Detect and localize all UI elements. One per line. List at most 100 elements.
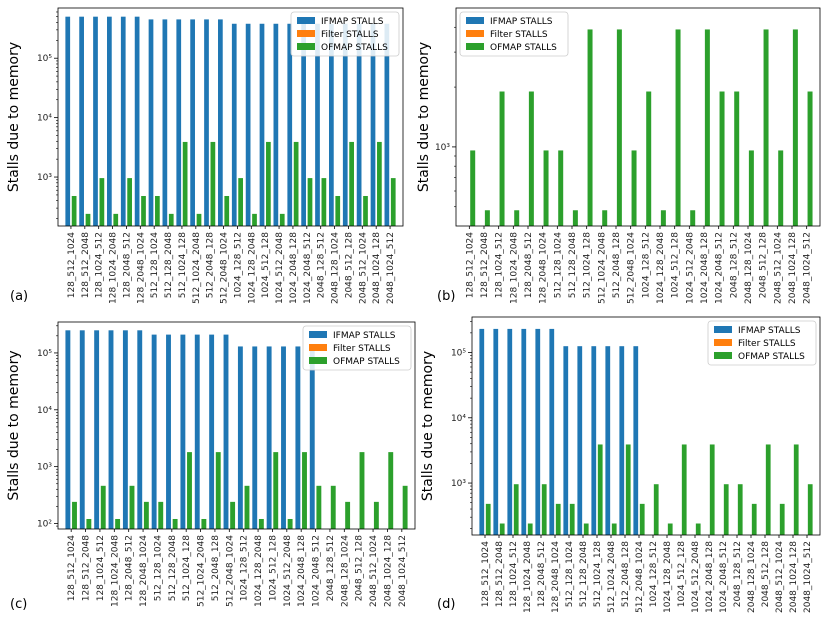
x-tick-label-512_128_1024: 512_128_1024 (565, 541, 575, 608)
axes-frame (57, 7, 404, 227)
bar-ofmap-stalls-512_1024_128 (187, 452, 192, 529)
x-tick-label-1024_2048_128: 1024_2048_128 (289, 232, 299, 304)
bar-ofmap-stalls-2048_1024_128 (377, 141, 382, 226)
x-tick-label-2048_512_1024: 2048_512_1024 (775, 541, 785, 613)
bar-ofmap-stalls-1024_2048_512 (723, 484, 729, 535)
x-tick-label-512_1024_128: 512_1024_128 (593, 541, 603, 608)
legend-label: OFMAP STALLS (490, 43, 557, 53)
bar-ifmap-stalls-512_2048_128 (204, 19, 209, 227)
x-tick-label-512_2048_128: 512_2048_128 (612, 232, 622, 299)
axes-frame (455, 7, 821, 227)
bar-ifmap-stalls-1024_128_2048 (245, 23, 251, 227)
x-tick-label-512_128_1024: 512_128_1024 (553, 232, 563, 299)
bar-ofmap-stalls-512_128_2048 (168, 213, 174, 226)
bar-ofmap-stalls-1024_128_512 (244, 485, 250, 529)
x-tick-label-1024_512_128: 1024_512_128 (671, 232, 681, 299)
x-tick-label-2048_1024_512: 2048_1024_512 (803, 232, 813, 304)
bar-ofmap-stalls-512_1024_2048 (201, 518, 207, 529)
bar-ifmap-stalls-128_512_1024 (479, 328, 485, 535)
x-tick-label-2048_512_128: 2048_512_128 (344, 232, 354, 299)
x-tick-label-512_2048_128: 512_2048_128 (206, 232, 216, 299)
bar-ifmap-stalls-1024_128_512 (237, 346, 243, 529)
bar-ofmap-stalls-1024_512_128 (675, 29, 681, 227)
bar-ifmap-stalls-128_1024_512 (93, 16, 98, 227)
bar-ifmap-stalls-512_128_2048 (166, 334, 171, 529)
x-tick-label-1024_2048_512: 1024_2048_512 (303, 232, 313, 304)
bar-ifmap-stalls-1024_2048_512 (301, 23, 306, 227)
bar-ofmap-stalls-2048_512_128 (763, 29, 769, 227)
x-tick-label-128_2048_1024: 128_2048_1024 (551, 541, 561, 613)
bar-ofmap-stalls-1024_128_2048 (252, 213, 257, 226)
bar-ifmap-stalls-512_128_2048 (577, 346, 583, 535)
bar-ifmap-stalls-128_512_1024 (65, 330, 71, 529)
y-axis-label: Stalls due to memory (6, 42, 22, 192)
bar-ofmap-stalls-512_2048_1024 (224, 195, 230, 226)
legend: IFMAP STALLS Filter STALLS OFMAP STALLS (302, 325, 412, 371)
legend-label: OFMAP STALLS (321, 43, 388, 53)
x-tick-label-2048_128_512: 2048_128_512 (733, 541, 743, 607)
bar-ofmap-stalls-128_1024_2048 (527, 523, 533, 535)
bar-ifmap-stalls-512_1024_128 (176, 19, 182, 227)
y-tick-label: 10⁴ (37, 406, 52, 416)
x-tick-label-512_1024_2048: 512_1024_2048 (197, 535, 207, 607)
panel-tag: (c) (10, 597, 27, 612)
bar-ifmap-stalls-128_2048_512 (122, 330, 128, 529)
bar-ofmap-stalls-1024_128_512 (653, 484, 659, 535)
bar-ofmap-stalls-1024_512_2048 (695, 523, 701, 535)
bar-ifmap-stalls-1024_512_128 (259, 23, 265, 227)
bar-ifmap-stalls-512_2048_1024 (218, 19, 223, 227)
x-tick-label-1024_128_512: 1024_128_512 (641, 232, 651, 298)
bar-ifmap-stalls-1024_512_2048 (273, 23, 279, 227)
bar-ifmap-stalls-512_128_1024 (563, 346, 569, 535)
bar-ofmap-stalls-512_1024_128 (182, 141, 188, 226)
bar-ofmap-stalls-2048_1024_512 (390, 178, 396, 226)
x-tick-label-512_128_1024: 512_128_1024 (150, 232, 160, 299)
y-tick-label: 10⁵ (37, 54, 52, 64)
y-tick-label: 10³ (37, 463, 52, 473)
legend-swatch (309, 331, 327, 338)
bar-ofmap-stalls-128_512_1024 (71, 195, 77, 226)
bar-ofmap-stalls-512_128_2048 (172, 518, 178, 529)
legend-swatch (714, 352, 732, 359)
bar-ifmap-stalls-128_2048_512 (120, 16, 126, 227)
legend-label: OFMAP STALLS (333, 357, 400, 367)
x-tick-label-1024_2048_512: 1024_2048_512 (312, 535, 322, 607)
x-tick-label-1024_512_2048: 1024_512_2048 (685, 232, 695, 304)
bar-ofmap-stalls-2048_128_1024 (345, 501, 351, 529)
bar-ifmap-stalls-1024_128_512 (231, 23, 237, 227)
legend-swatch (297, 17, 315, 24)
legend-label: IFMAP STALLS (738, 326, 801, 336)
bar-ofmap-stalls-2048_1024_512 (807, 91, 813, 226)
legend: IFMAP STALLS Filter STALLS OFMAP STALLS (459, 11, 569, 57)
chart-panel-1: 10³ 10⁴ 10⁵ 128_512_1024 128_512_2048 128_102… (6, 7, 404, 304)
x-tick-label-128_2048_1024: 128_2048_1024 (139, 535, 149, 607)
bar-ofmap-stalls-2048_128_512 (734, 91, 740, 226)
x-tick-label-128_512_2048: 128_512_2048 (480, 232, 490, 299)
legend-label: IFMAP STALLS (490, 17, 553, 27)
x-tick-label-512_128_2048: 512_128_2048 (164, 232, 174, 299)
x-tick-label-1024_512_2048: 1024_512_2048 (283, 535, 293, 607)
bar-ofmap-stalls-512_1024_2048 (602, 210, 608, 226)
legend-box (707, 320, 817, 366)
x-tick-label-512_128_2048: 512_128_2048 (568, 232, 578, 299)
y-tick-label: 10⁵ (37, 349, 52, 359)
bar-ifmap-stalls-1024_512_2048 (281, 346, 286, 529)
bar-ofmap-stalls-1024_2048_128 (709, 444, 715, 535)
bar-ofmap-stalls-2048_1024_512 (807, 484, 813, 535)
bar-ofmap-stalls-128_512_2048 (484, 210, 490, 226)
bar-ofmap-stalls-2048_1024_128 (792, 29, 798, 227)
x-tick-label-2048_1024_128: 2048_1024_128 (372, 232, 382, 304)
x-tick-label-128_512_1024: 128_512_1024 (67, 535, 77, 602)
bar-ofmap-stalls-128_1024_512 (99, 178, 105, 226)
bar-ofmap-stalls-1024_2048_128 (293, 141, 299, 226)
x-tick-label-512_2048_128: 512_2048_128 (211, 535, 221, 602)
bar-ifmap-stalls-512_2048_128 (209, 334, 215, 529)
panel-tag: (b) (437, 289, 455, 304)
bar-ofmap-stalls-512_1024_2048 (196, 213, 202, 226)
x-tick-label-512_1024_128: 512_1024_128 (182, 535, 192, 602)
bar-ifmap-stalls-2048_128_512 (315, 23, 320, 227)
bar-ofmap-stalls-2048_128_512 (737, 484, 743, 535)
bar-ifmap-stalls-512_1024_2048 (194, 334, 200, 529)
bar-ifmap-stalls-128_1024_512 (94, 330, 100, 529)
bar-ofmap-stalls-512_128_1024 (155, 195, 160, 226)
